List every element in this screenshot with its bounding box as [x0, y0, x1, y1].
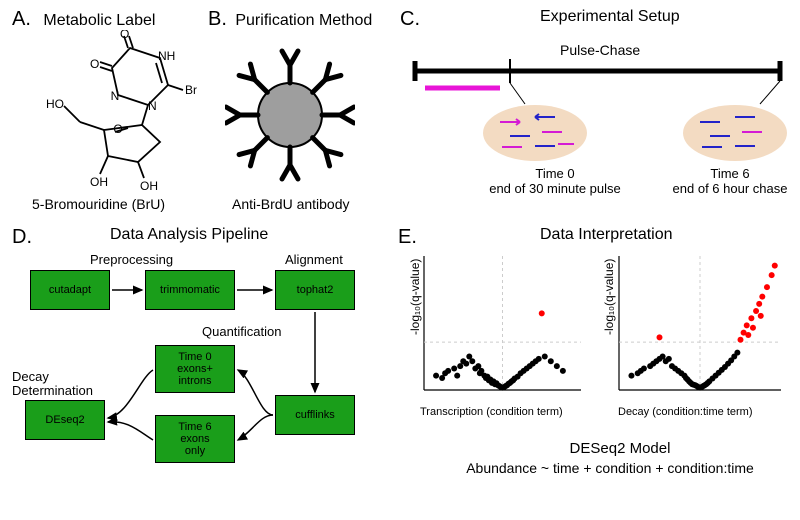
pipeline-arrows [0, 260, 380, 490]
panel-e-title: Data Interpretation [540, 226, 673, 243]
timeline [410, 56, 790, 106]
panel-b-letter: B. [208, 8, 227, 30]
xlabel-left: Transcription (condition term) [420, 406, 563, 418]
volcano-left [420, 252, 585, 402]
volcano-right [615, 252, 785, 402]
ylabel-right: -log₁₀(q-value) [602, 259, 616, 335]
svg-text:N: N [148, 99, 157, 113]
panel-d-letter: D. [12, 226, 32, 248]
svg-text:O: O [90, 57, 99, 71]
panel-a-letter: A. [12, 8, 31, 30]
svg-text:HO: HO [46, 97, 64, 111]
xlabel-right: Decay (condition:time term) [618, 406, 753, 418]
antibody-bead [225, 40, 355, 190]
svg-text:Br: Br [185, 83, 197, 97]
cell-time6 [680, 102, 790, 164]
panel-c-letter: C. [400, 8, 420, 30]
panel-b-title: Purification Method [235, 12, 372, 29]
model-title: DESeq2 Model [520, 440, 720, 457]
cell-time0 [480, 102, 590, 164]
panel-a-title: Metabolic Label [43, 12, 155, 29]
svg-text:OH: OH [90, 175, 108, 189]
time0-line1: Time 0 [480, 166, 630, 181]
panel-c-title: Experimental Setup [540, 8, 680, 25]
panel-a-caption: 5-Bromouridine (BrU) [32, 196, 165, 212]
svg-text:O: O [113, 122, 122, 136]
time6-line1: Time 6 [660, 166, 800, 181]
svg-text:NH: NH [158, 49, 175, 63]
panel-d-title: Data Analysis Pipeline [110, 226, 268, 243]
svg-text:O: O [120, 30, 129, 41]
time0-line2: end of 30 minute pulse [480, 181, 630, 196]
svg-text:N: N [111, 89, 120, 103]
molecule-bru: O O N N NH Br O HO OH OH [20, 30, 200, 200]
svg-text:OH: OH [140, 179, 158, 193]
time6-line2: end of 6 hour chase [660, 181, 800, 196]
model-formula: Abundance ~ time + condition + condition… [430, 460, 790, 476]
panel-e-letter: E. [398, 226, 417, 248]
panel-b-caption: Anti-BrdU antibody [232, 196, 350, 212]
